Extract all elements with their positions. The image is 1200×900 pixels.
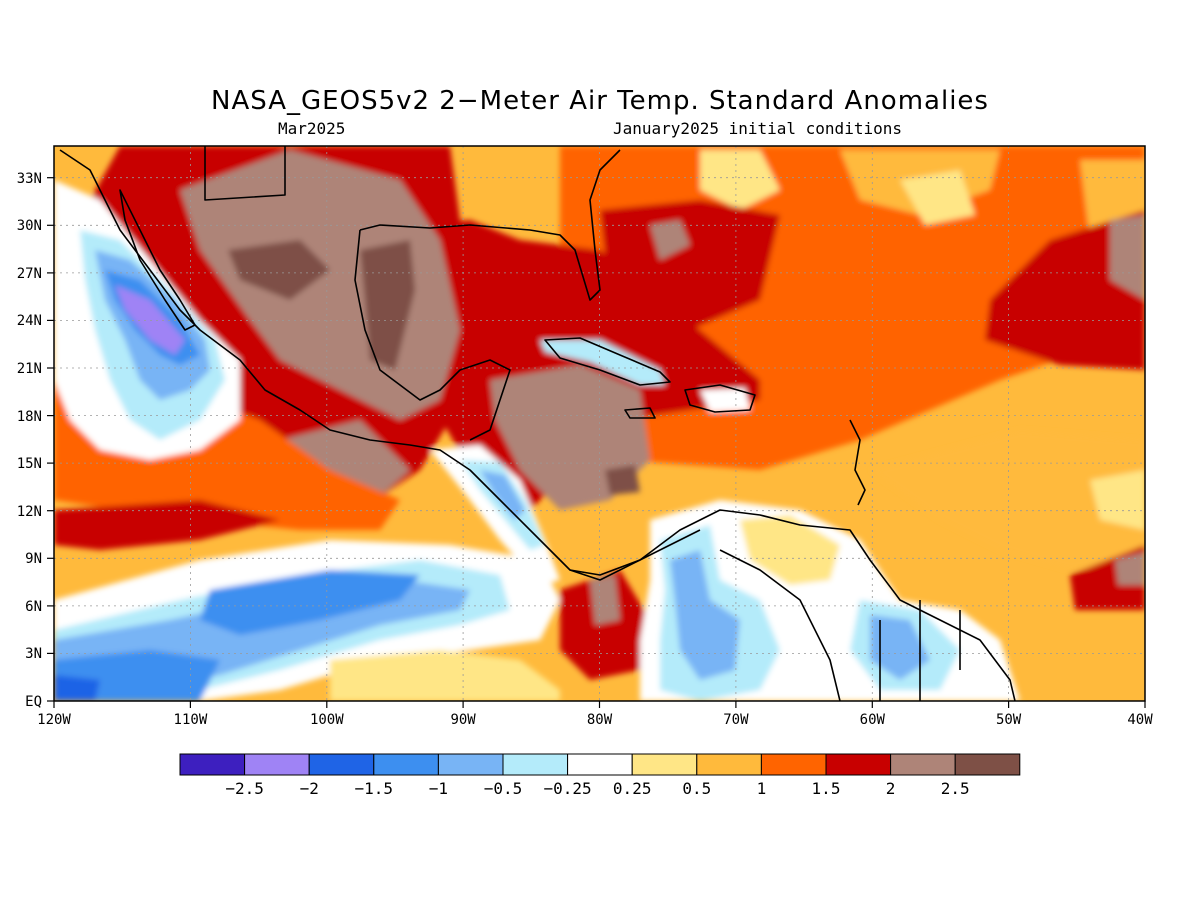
us-borders [204, 146, 286, 201]
field-panama-hot [560, 570, 650, 680]
field-sa-cool [670, 550, 740, 680]
sa-borders [719, 549, 841, 701]
field-atlantic-hot [985, 210, 1145, 370]
field-ca-cool [460, 460, 545, 550]
lat-label: EQ [25, 694, 42, 710]
legend-label: −2 [300, 779, 319, 798]
jamaica [624, 407, 656, 419]
gulf-coast-mexico [354, 229, 511, 441]
pacific-coast [59, 149, 701, 576]
lon-label: 70W [723, 712, 749, 728]
guianas-borders [879, 600, 961, 701]
legend-swatch [954, 753, 1021, 776]
legend-swatch [890, 753, 956, 776]
field-light-patch [900, 170, 975, 225]
initial-conditions: January2025 initial conditions [613, 119, 902, 138]
field-max-core [605, 465, 640, 495]
legend-label: −2.5 [225, 779, 264, 798]
lat-label: 33N [17, 171, 42, 187]
hispaniola [684, 384, 756, 413]
lat-label: 15N [17, 456, 42, 472]
lon-label: 80W [587, 712, 613, 728]
legend-label: 0.25 [613, 779, 652, 798]
graticule [54, 146, 1145, 701]
cuba [544, 337, 671, 386]
legend-swatch [567, 753, 633, 776]
baja-california [119, 189, 196, 331]
south-america-coast [569, 509, 1016, 701]
field-cuba-cool [540, 340, 665, 385]
legend-label: 0.5 [682, 779, 711, 798]
field-max-core [228, 240, 330, 300]
legend-label: 1 [757, 779, 767, 798]
lon-label: 100W [310, 712, 344, 728]
legend-swatch [760, 753, 827, 776]
field-ca-cool [480, 470, 525, 520]
legend-swatch [825, 753, 892, 776]
lon-label: 120W [37, 712, 71, 728]
lat-label: 6N [25, 599, 42, 615]
coastlines [59, 146, 1016, 701]
field-extreme [590, 575, 620, 625]
field-light-patch [700, 150, 780, 210]
legend-swatch [373, 753, 439, 776]
lat-label: 30N [17, 218, 42, 234]
lat-label: 27N [17, 266, 42, 282]
field-colder [54, 675, 100, 701]
field-sa-cool [870, 615, 930, 680]
legend-swatch [244, 753, 310, 776]
field-light-patch [1090, 470, 1145, 530]
color-legend: −2.5 −2 −1.5 −1 −0.5 −0.25 0.25 0.5 1 1.5 2 2.5 [179, 753, 1021, 798]
field-cold [200, 570, 420, 635]
gulf-coast-us [359, 149, 621, 301]
lat-label: 3N [25, 646, 42, 662]
lon-label: 60W [860, 712, 886, 728]
legend-swatch [631, 753, 698, 776]
legend-label: −1 [429, 779, 448, 798]
chart-title: NASA_GEOS5v2 2−Meter Air Temp. Standard … [211, 86, 989, 116]
legend-swatch [179, 753, 246, 776]
lat-label: 9N [25, 551, 42, 567]
legend-label: −1.5 [355, 779, 394, 798]
field-pacific-hot [54, 500, 280, 550]
axis-tick-marks [47, 177, 1146, 708]
field-atl-mid [870, 430, 1145, 570]
legend-swatch [308, 753, 375, 776]
lat-label: 12N [17, 504, 42, 520]
legend-swatch [437, 753, 504, 776]
forecast-month: Mar2025 [278, 119, 346, 138]
field-extreme [1115, 552, 1145, 585]
lat-label: 24N [17, 313, 42, 329]
field-light-patch [740, 515, 840, 585]
lesser-antilles [849, 419, 866, 506]
legend-label: 2.5 [941, 779, 970, 798]
lat-axis: 33N 30N 27N 24N 21N 18N 15N 12N 9N 6N 3N… [17, 171, 42, 710]
lon-label: 90W [450, 712, 476, 728]
legend-swatch [502, 753, 569, 776]
lon-label: 40W [1127, 712, 1153, 728]
field-extreme [1110, 215, 1145, 300]
legend-label: −0.5 [484, 779, 523, 798]
lat-label: 18N [17, 409, 42, 425]
legend-swatch [696, 753, 762, 776]
field-ca-neutral [430, 445, 560, 585]
legend-label: −0.25 [544, 779, 592, 798]
legend-label: 2 [886, 779, 896, 798]
field-light-patch [330, 650, 560, 701]
field-hispaniola-neutral [700, 388, 750, 412]
lon-axis: 120W 110W 100W 90W 80W 70W 60W 50W 40W [37, 712, 1153, 728]
lon-label: 110W [174, 712, 208, 728]
lat-label: 21N [17, 361, 42, 377]
map-field [54, 146, 1145, 701]
lon-label: 50W [996, 712, 1022, 728]
field-extreme [650, 220, 690, 260]
legend-label: 1.5 [812, 779, 841, 798]
